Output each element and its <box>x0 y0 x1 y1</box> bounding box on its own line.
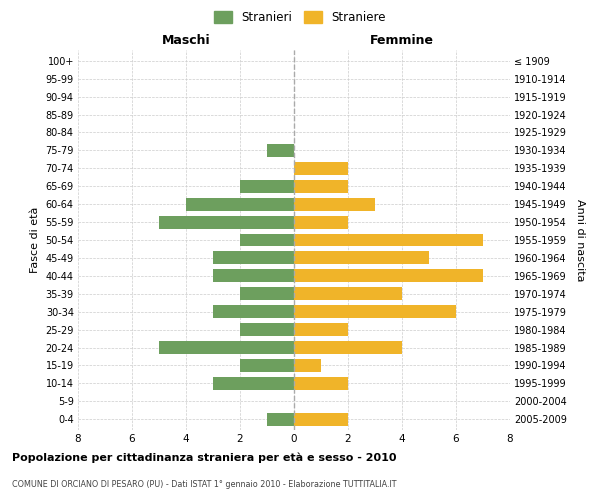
Bar <box>294 377 348 390</box>
Bar <box>213 305 294 318</box>
Y-axis label: Anni di nascita: Anni di nascita <box>575 198 586 281</box>
Bar <box>240 288 294 300</box>
Bar <box>294 341 402 354</box>
Y-axis label: Fasce di età: Fasce di età <box>30 207 40 273</box>
Bar <box>240 359 294 372</box>
Text: Maschi: Maschi <box>161 34 211 48</box>
Bar <box>213 270 294 282</box>
Bar <box>186 198 294 210</box>
Bar <box>267 144 294 157</box>
Bar <box>240 180 294 192</box>
Bar <box>213 377 294 390</box>
Bar <box>240 234 294 246</box>
Bar <box>159 216 294 228</box>
Bar <box>294 234 483 246</box>
Bar <box>294 413 348 426</box>
Bar <box>294 252 429 264</box>
Bar <box>294 198 375 210</box>
Bar <box>294 270 483 282</box>
Bar <box>240 323 294 336</box>
Bar <box>267 413 294 426</box>
Bar <box>294 323 348 336</box>
Bar <box>294 359 321 372</box>
Bar <box>213 252 294 264</box>
Text: Femmine: Femmine <box>370 34 434 48</box>
Bar <box>294 216 348 228</box>
Bar <box>159 341 294 354</box>
Legend: Stranieri, Straniere: Stranieri, Straniere <box>209 6 391 28</box>
Text: COMUNE DI ORCIANO DI PESARO (PU) - Dati ISTAT 1° gennaio 2010 - Elaborazione TUT: COMUNE DI ORCIANO DI PESARO (PU) - Dati … <box>12 480 397 489</box>
Bar <box>294 288 402 300</box>
Bar <box>294 305 456 318</box>
Text: Popolazione per cittadinanza straniera per età e sesso - 2010: Popolazione per cittadinanza straniera p… <box>12 452 397 463</box>
Bar <box>294 162 348 175</box>
Bar <box>294 180 348 192</box>
